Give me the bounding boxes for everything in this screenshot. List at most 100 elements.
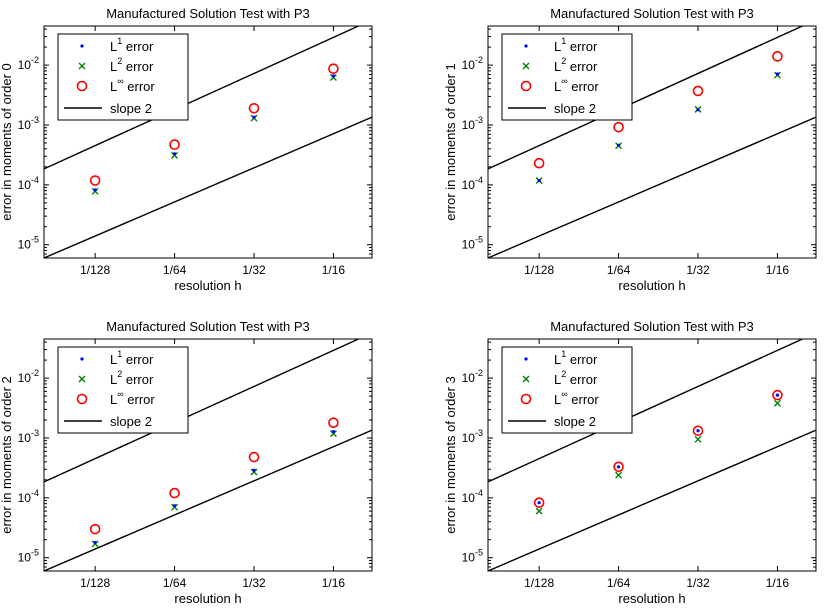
data-point-dot xyxy=(696,108,700,112)
y-tick-label: 10-5 xyxy=(462,548,483,565)
data-point-circle xyxy=(613,461,624,473)
legend-entry: slope 2 xyxy=(110,101,152,116)
data-point-x xyxy=(694,435,702,443)
data-point-dot xyxy=(537,178,541,183)
legend-entry: L2 error xyxy=(110,56,154,74)
plot-area xyxy=(488,339,816,571)
data-point-dot xyxy=(775,393,780,397)
legend-entry: L1 error xyxy=(110,349,154,367)
slope-line xyxy=(44,26,361,170)
legend-marker xyxy=(522,62,530,70)
y-tick-label: 10-2 xyxy=(18,55,39,72)
legend-entry: slope 2 xyxy=(554,414,596,429)
y-tick-label: 10-4 xyxy=(18,488,39,505)
data-point-dot xyxy=(775,72,780,76)
data-point-circle xyxy=(692,85,704,97)
legend-marker xyxy=(78,375,86,383)
legend-marker xyxy=(78,62,86,70)
y-tick-label: 10-2 xyxy=(462,55,483,72)
data-point-dot xyxy=(172,152,177,156)
data-point-circle xyxy=(533,497,545,508)
data-point-dot xyxy=(537,501,541,505)
y-tick-label: 10-5 xyxy=(462,235,483,252)
y-tick-label: 10-3 xyxy=(462,428,483,445)
x-tick-label: 1/32 xyxy=(242,263,266,277)
data-point-x xyxy=(615,471,623,479)
legend-entry: L2 error xyxy=(110,369,154,387)
data-point-circle xyxy=(169,487,180,499)
x-axis-label: resolution h xyxy=(174,591,241,606)
legend: L1 error L2 error L∞ error slope 2 xyxy=(57,33,189,121)
legend-entry: L2 error xyxy=(554,56,598,74)
data-point-dot xyxy=(252,115,256,119)
data-point-x xyxy=(329,74,337,82)
y-axis-label: error in moments of order 1 xyxy=(443,63,458,221)
chart-title: Manufactured Solution Test with P3 xyxy=(106,319,310,334)
data-point-circle xyxy=(692,425,704,437)
data-point-dot xyxy=(331,74,336,78)
y-tick-label: 10-2 xyxy=(462,368,483,385)
subplot-3: Manufactured Solution Test with P3 1/128 1… xyxy=(443,319,817,606)
legend-entry: L1 error xyxy=(554,36,598,54)
legend-entry: L2 error xyxy=(554,369,598,387)
legend-entry: L∞ error xyxy=(110,76,155,94)
data-point-x xyxy=(329,430,337,438)
legend: L1 error L2 error L∞ error slope 2 xyxy=(501,33,633,121)
data-point-circle xyxy=(533,157,545,169)
slope-line xyxy=(44,339,361,483)
x-axis-label: resolution h xyxy=(618,591,685,606)
x-tick-label: 1/64 xyxy=(607,576,631,590)
legend: L1 error L2 error L∞ error slope 2 xyxy=(57,346,189,434)
data-point-circle xyxy=(328,63,339,75)
data-point-x xyxy=(250,468,258,476)
data-point-x xyxy=(773,399,781,407)
data-point-circle xyxy=(248,102,260,114)
subplot-1: Manufactured Solution Test with P3 1/128 1… xyxy=(443,6,817,293)
x-tick-label: 1/32 xyxy=(242,576,266,590)
data-point-circle xyxy=(89,523,101,535)
legend-marker xyxy=(76,80,88,92)
legend-entry: slope 2 xyxy=(110,414,152,429)
slope-line xyxy=(44,116,372,258)
subplot-2: Manufactured Solution Test with P3 1/128 1… xyxy=(0,319,373,606)
slope-line xyxy=(488,429,816,571)
legend-entry: L∞ error xyxy=(554,389,599,407)
chart-title: Manufactured Solution Test with P3 xyxy=(550,319,754,334)
x-tick-label: 1/16 xyxy=(766,576,790,590)
x-tick-label: 1/64 xyxy=(163,576,187,590)
x-tick-label: 1/32 xyxy=(686,263,710,277)
y-tick-label: 10-5 xyxy=(18,235,39,252)
data-point-circle xyxy=(89,175,101,186)
data-point-dot xyxy=(172,504,177,508)
data-point-dot xyxy=(252,468,256,472)
x-axis-label: resolution h xyxy=(174,278,241,293)
legend-box xyxy=(501,33,633,121)
legend-marker xyxy=(522,375,530,383)
y-axis-label: error in moments of order 0 xyxy=(0,63,14,221)
data-point-circle xyxy=(613,121,624,133)
y-tick-label: 10-2 xyxy=(18,368,39,385)
slope-line xyxy=(488,26,805,170)
y-tick-label: 10-4 xyxy=(18,175,39,192)
x-tick-label: 1/128 xyxy=(524,576,554,590)
legend-marker xyxy=(520,80,532,92)
legend-marker xyxy=(80,357,84,361)
x-tick-label: 1/16 xyxy=(322,263,346,277)
legend-marker xyxy=(524,357,528,361)
data-point-dot xyxy=(93,540,97,545)
y-tick-label: 10-4 xyxy=(462,488,483,505)
legend-entry: L∞ error xyxy=(554,76,599,94)
legend-entry: L∞ error xyxy=(110,389,155,407)
y-axis-label: error in moments of order 3 xyxy=(443,376,458,534)
legend-entry: slope 2 xyxy=(554,101,596,116)
data-point-dot xyxy=(696,429,700,433)
legend-entry: L1 error xyxy=(554,349,598,367)
data-point-circle xyxy=(772,51,783,62)
x-tick-label: 1/16 xyxy=(322,576,346,590)
legend-marker xyxy=(524,44,528,48)
y-tick-label: 10-4 xyxy=(462,175,483,192)
data-point-dot xyxy=(331,429,336,434)
x-tick-label: 1/64 xyxy=(607,263,631,277)
legend-marker xyxy=(76,393,88,405)
x-tick-label: 1/128 xyxy=(80,576,110,590)
